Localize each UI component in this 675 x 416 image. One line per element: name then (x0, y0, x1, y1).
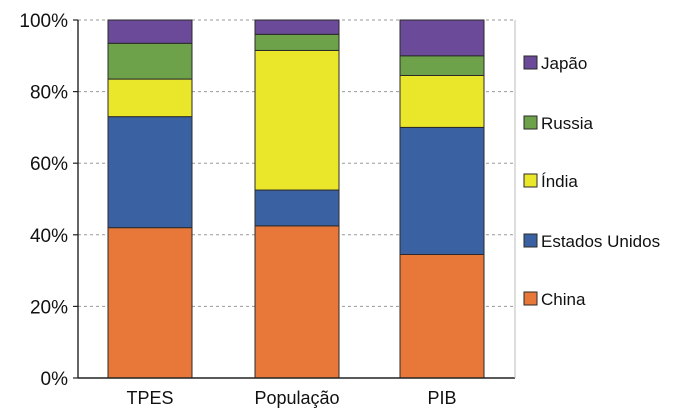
legend-swatch (523, 115, 538, 130)
legend-swatch (523, 291, 538, 306)
legend-label: Japão (541, 54, 587, 73)
x-tick-label: TPES (126, 388, 173, 408)
legend-label: Estados Unidos (541, 232, 660, 251)
bar-segment-russia (254, 33, 340, 51)
bar-segment-russia (107, 42, 193, 80)
bar-segment-índia (254, 49, 340, 191)
legend-label: Índia (541, 172, 578, 191)
bar-segment-estados-unidos (107, 116, 193, 229)
bar-segment-índia (107, 78, 193, 118)
bar-segment-china (254, 225, 340, 379)
legend-layer: Japão Russia Índia Estados Unidos China (523, 54, 660, 309)
bars-layer (107, 19, 485, 379)
x-tick-label: PIB (427, 388, 456, 408)
bar-segment-estados-unidos (254, 189, 340, 227)
bar-segment-russia (399, 55, 485, 76)
x-tick-label: População (254, 388, 339, 408)
y-tick-label: 0% (41, 369, 69, 390)
bar-segment-japão (107, 19, 193, 44)
y-tick-label: 80% (30, 83, 68, 104)
legend-swatch (523, 233, 538, 248)
axes-layer: 0% 20% 40% 60% 80% 100% TPES População PIB (19, 11, 516, 408)
legend-label: Russia (541, 114, 594, 133)
bar-segment-japão (254, 19, 340, 35)
legend-swatch (523, 173, 538, 188)
legend-swatch (523, 55, 538, 70)
y-tick-label: 100% (19, 11, 68, 32)
bar-segment-japão (399, 19, 485, 57)
bar-segment-china (107, 227, 193, 379)
y-tick-label: 60% (30, 154, 68, 175)
y-tick-label: 40% (30, 226, 68, 247)
y-tick-label: 20% (30, 297, 68, 318)
legend-label: China (541, 290, 586, 309)
bar-segment-índia (399, 74, 485, 128)
bar-segment-china (399, 253, 485, 379)
bar-segment-estados-unidos (399, 126, 485, 255)
